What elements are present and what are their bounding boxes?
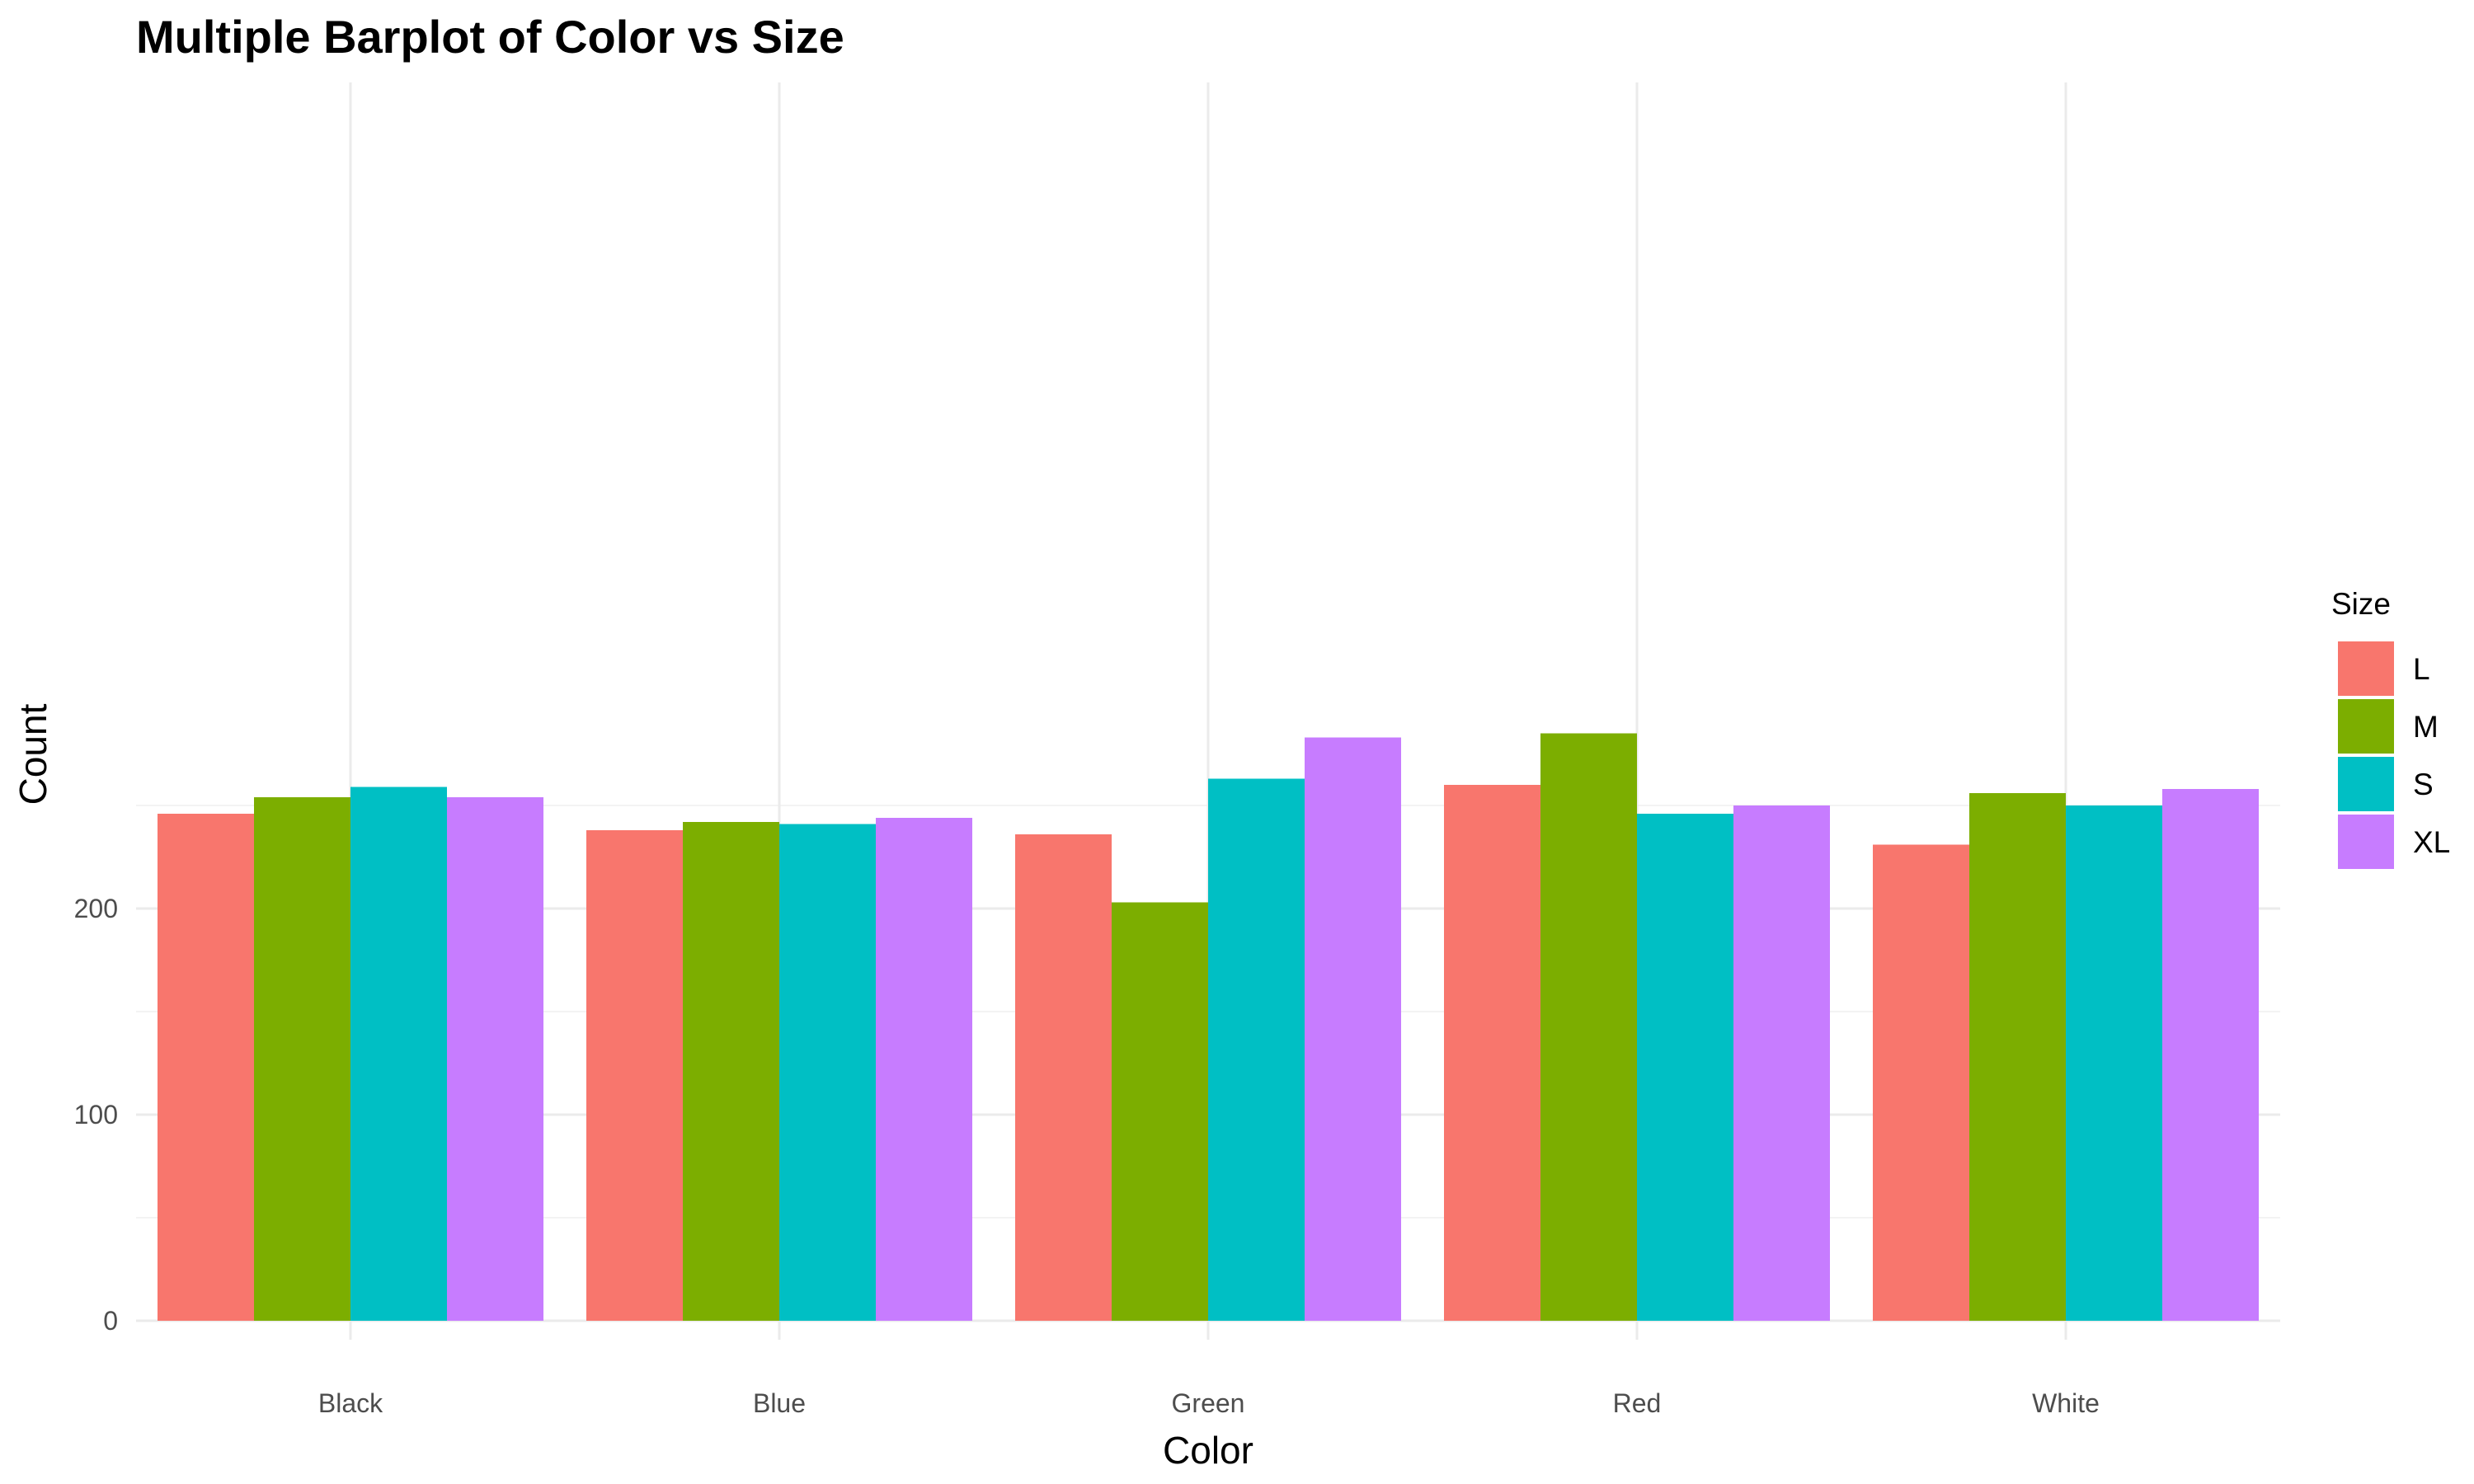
chart-title: Multiple Barplot of Color vs Size (136, 11, 844, 63)
x-tick-label-blue: Blue (753, 1388, 806, 1418)
legend-key-s (2338, 757, 2394, 811)
y-tick-label: 100 (74, 1100, 118, 1129)
bar-red-s (1637, 814, 1733, 1321)
x-tick-label-green: Green (1172, 1388, 1245, 1418)
bar-blue-l (586, 830, 683, 1321)
x-tick-label-red: Red (1613, 1388, 1662, 1418)
bar-white-s (2066, 805, 2162, 1321)
bar-black-s (350, 787, 447, 1321)
x-tick-labels: Black Blue Green Red White (318, 1388, 2100, 1418)
bar-green-l (1015, 834, 1112, 1321)
bar-red-xl (1733, 805, 1830, 1321)
legend-label-xl: XL (2413, 825, 2450, 859)
bar-blue-xl (876, 818, 972, 1321)
legend: Size LMS XL (2331, 587, 2450, 869)
x-axis-title: Color (1163, 1429, 1253, 1472)
bar-white-l (1873, 844, 1969, 1321)
y-tick-label: 0 (103, 1306, 118, 1336)
legend-label-l: L (2413, 652, 2430, 686)
bar-red-l (1444, 785, 1540, 1321)
y-tick-label: 200 (74, 894, 118, 923)
bar-black-m (254, 797, 350, 1321)
legend-title: Size (2331, 587, 2391, 621)
bar-white-xl (2162, 789, 2259, 1321)
bar-green-s (1208, 778, 1305, 1321)
legend-key-l (2338, 641, 2394, 696)
bar-white-m (1969, 793, 2066, 1321)
x-tick-label-white: White (2032, 1388, 2100, 1418)
bar-blue-m (683, 822, 779, 1321)
bars (158, 733, 2259, 1321)
bar-green-xl (1305, 737, 1401, 1321)
legend-label-m: M (2413, 710, 2439, 744)
bar-blue-s (779, 824, 876, 1321)
bar-red-m (1540, 733, 1637, 1321)
bar-black-xl (447, 797, 543, 1321)
y-axis-title: Count (12, 703, 54, 805)
bar-green-m (1112, 902, 1208, 1321)
x-tick-label-black: Black (318, 1388, 383, 1418)
bar-black-l (158, 814, 254, 1321)
legend-label-s: S (2413, 768, 2434, 801)
legend-key-xl (2338, 815, 2394, 869)
y-tick-labels: 0 100 200 (74, 894, 118, 1336)
legend-key-m (2338, 699, 2394, 754)
